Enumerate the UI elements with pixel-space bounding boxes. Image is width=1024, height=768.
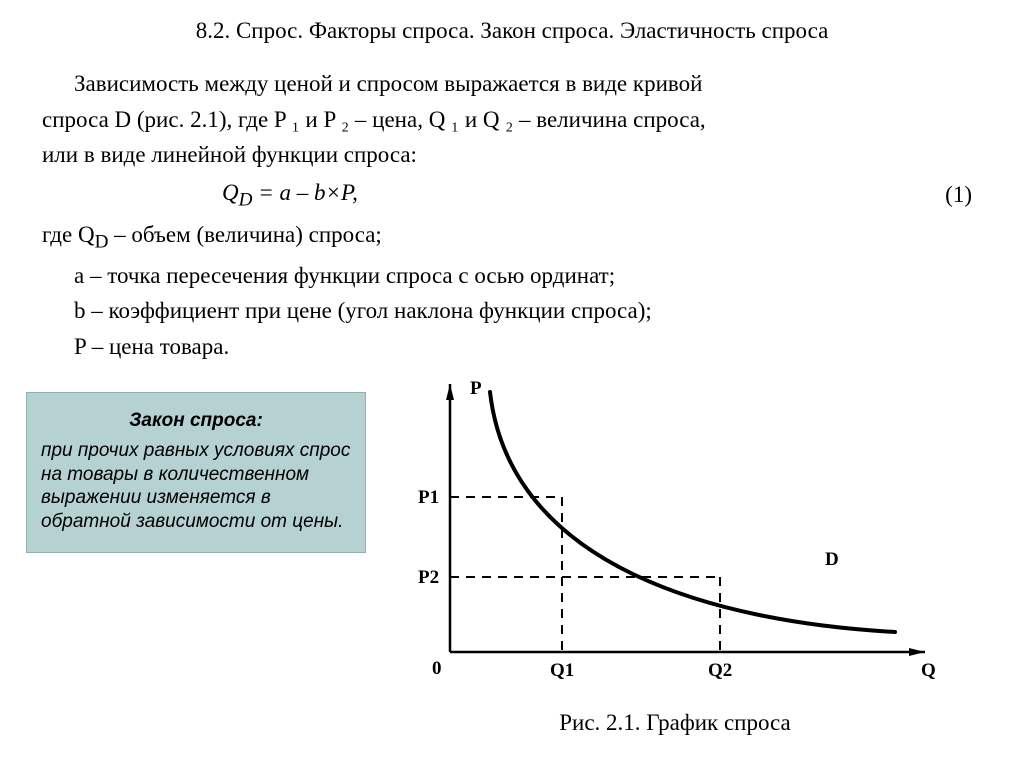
intro-paragraph: Зависимость между ценой и спросом выража… xyxy=(42,66,982,364)
svg-text:0: 0 xyxy=(432,658,442,679)
svg-text:P: P xyxy=(470,378,482,399)
chart-caption: Рис. 2.1. График спроса xyxy=(395,710,955,736)
formula: QD = a – b×P, xyxy=(222,175,358,215)
def-b: b – коэффициент при цене (угол наклона ф… xyxy=(42,293,982,329)
intro-line-3: или в виде линейной функции спроса: xyxy=(42,137,982,173)
def-a: a – точка пересечения функции спроса с о… xyxy=(42,258,982,294)
svg-text:P1: P1 xyxy=(418,487,439,508)
demand-chart: 0 P Q P1 P2 Q1 Q2 D Рис. 2.1. График спроса xyxy=(395,372,955,742)
intro-line-1: Зависимость между ценой и спросом выража… xyxy=(42,66,982,102)
svg-text:Q2: Q2 xyxy=(708,660,732,681)
def-p: P – цена товара. xyxy=(42,329,982,365)
svg-text:Q1: Q1 xyxy=(550,660,574,681)
formula-row: QD = a – b×P, (1) xyxy=(222,175,982,215)
def-qd: где QD – объем (величина) спроса; xyxy=(42,217,982,257)
demand-chart-svg: 0 P Q P1 P2 Q1 Q2 D xyxy=(395,372,955,702)
definitions: где QD – объем (величина) спроса; a – то… xyxy=(42,217,982,364)
equation-number: (1) xyxy=(945,177,972,213)
svg-text:P2: P2 xyxy=(418,567,439,588)
svg-text:Q: Q xyxy=(921,660,936,681)
svg-text:D: D xyxy=(825,549,839,570)
intro-line-2: спроса D (рис. 2.1), где P ₁ и P ₂ – цен… xyxy=(42,102,982,138)
law-of-demand-box: Закон спроса: при прочих равных условиях… xyxy=(26,392,366,553)
law-body: при прочих равных условиях спрос на това… xyxy=(41,439,351,534)
law-title: Закон спроса: xyxy=(41,409,351,433)
section-title: 8.2. Спрос. Факторы спроса. Закон спроса… xyxy=(0,18,1024,44)
